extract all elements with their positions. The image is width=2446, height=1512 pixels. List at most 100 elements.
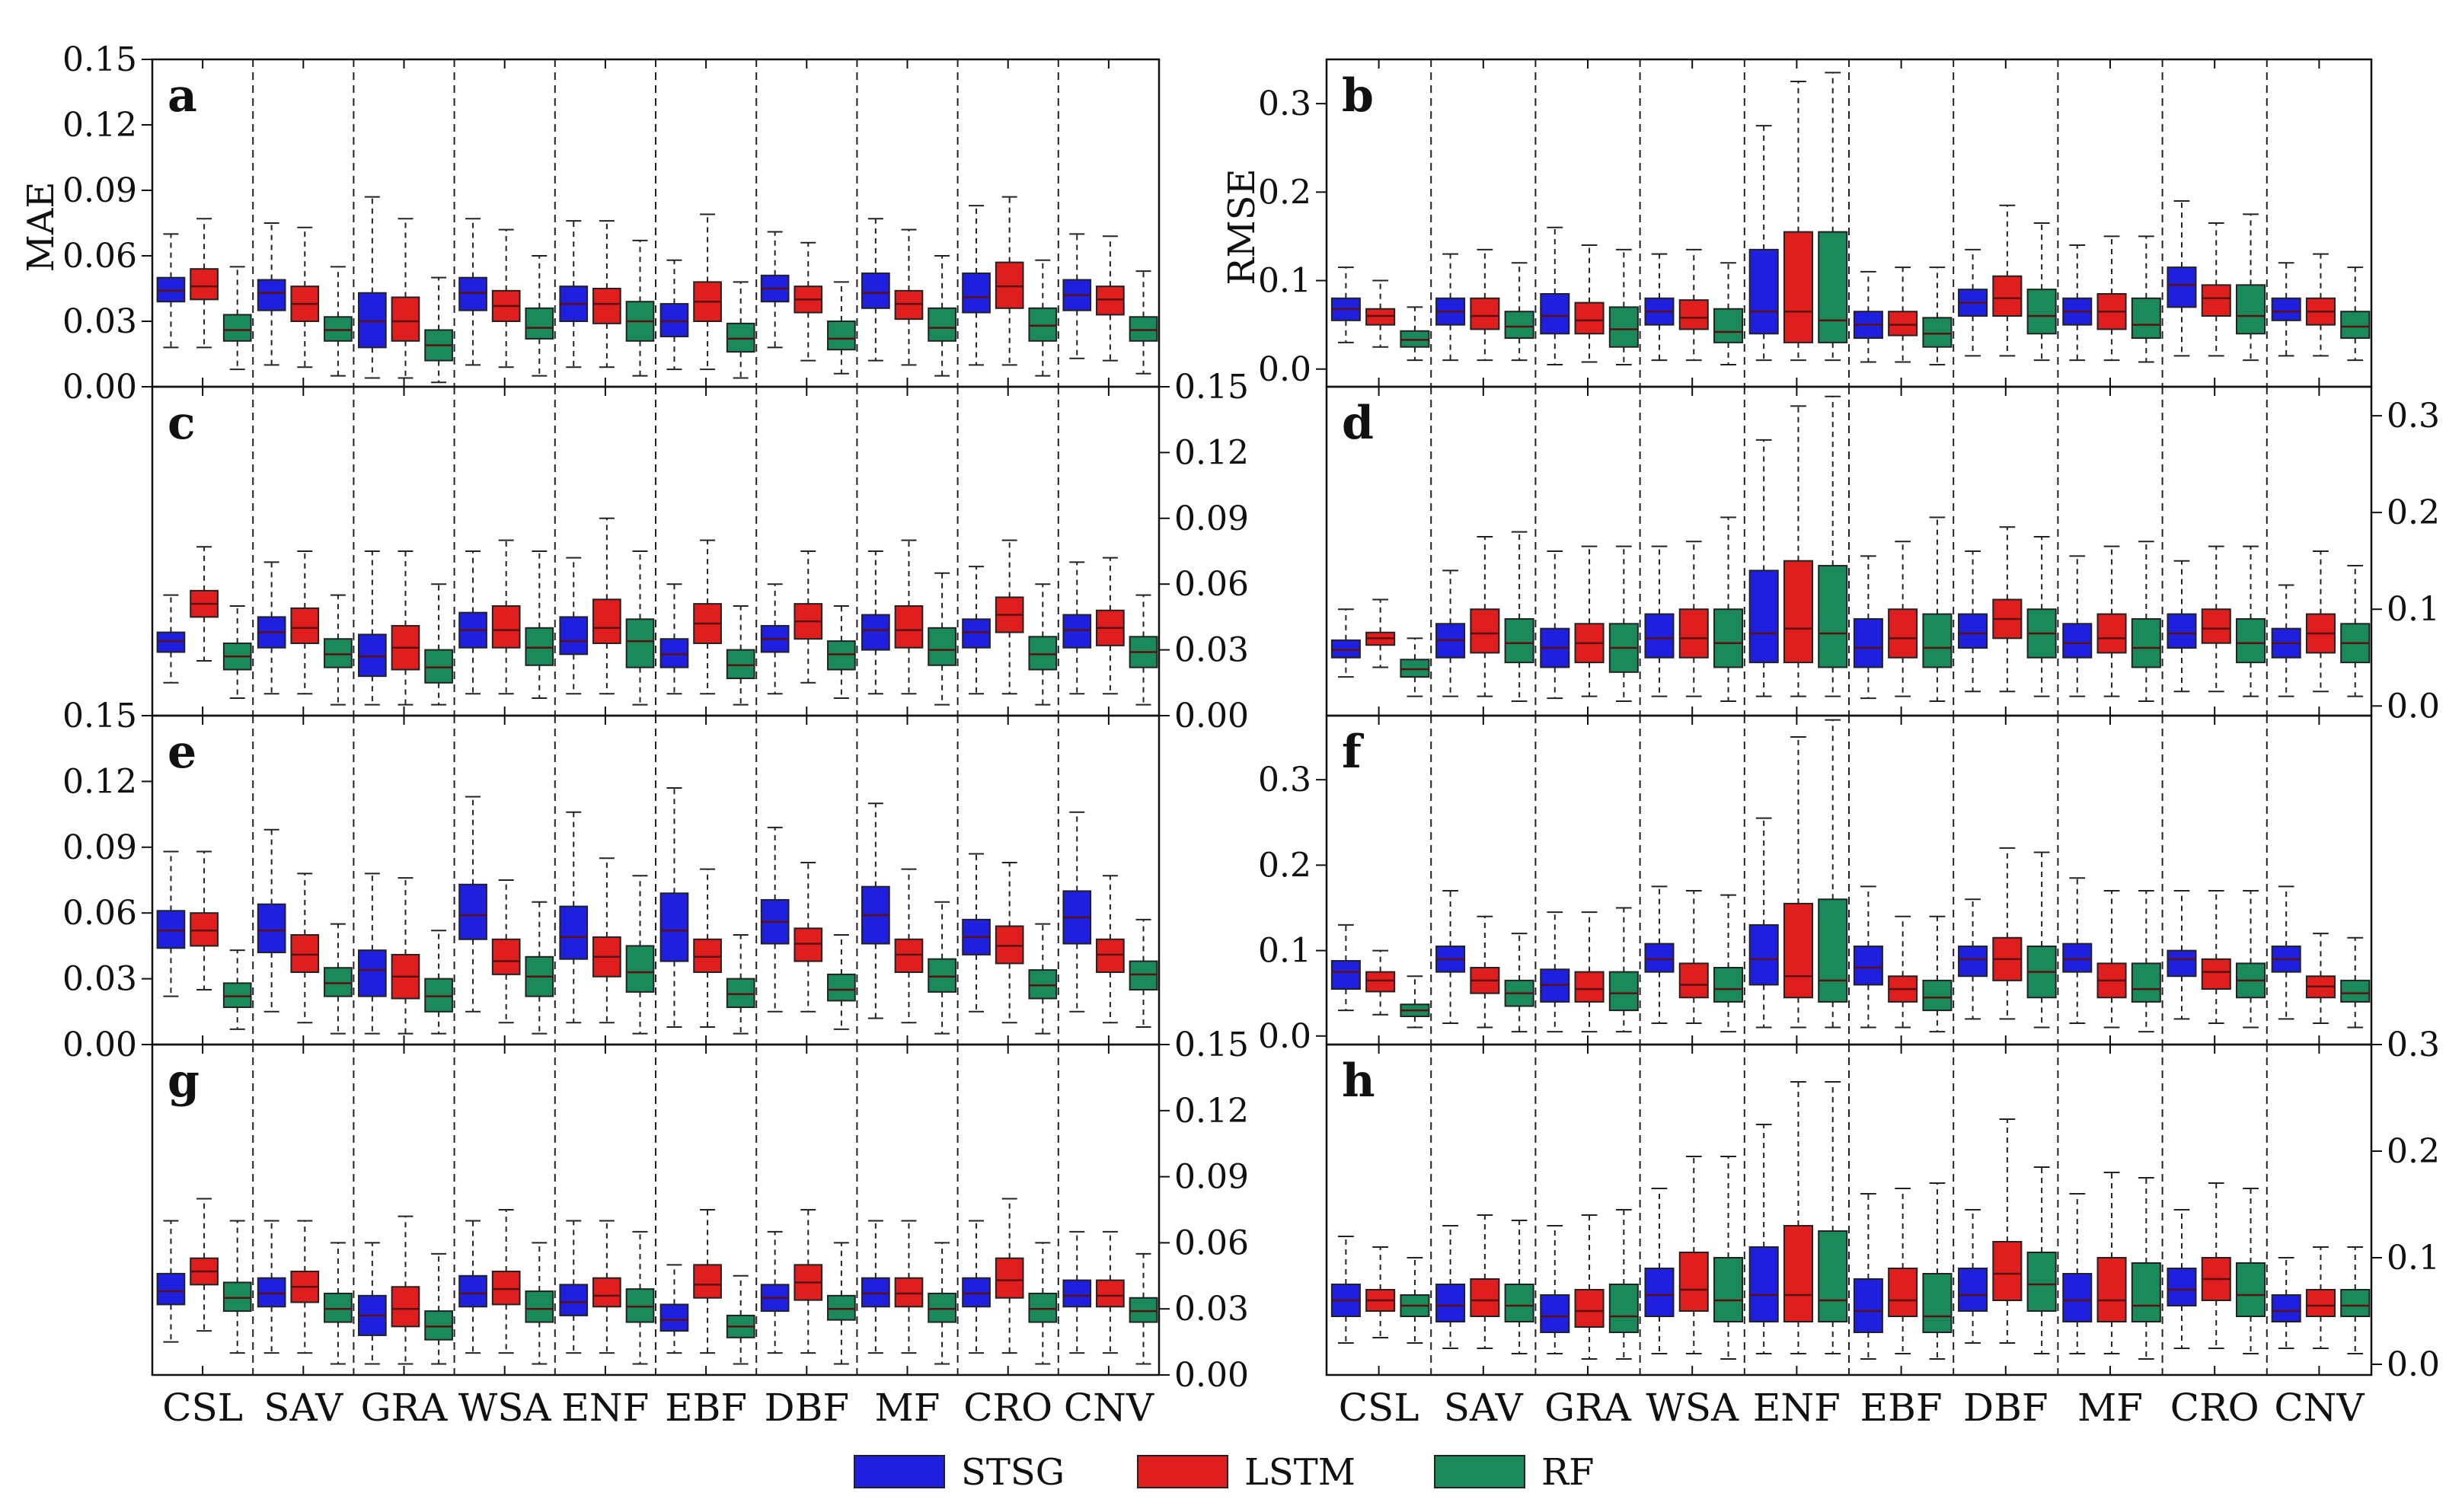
box-rf-csl [222,605,252,699]
box-stsg-ebf [659,1264,689,1354]
iqr-box [2167,949,2197,978]
box-stsg-enf [559,220,589,368]
box-stsg-csl [1330,608,1361,678]
iqr-box [1062,1279,1092,1308]
box-lstm-csl [1365,949,1396,1016]
iqr-box [1818,1230,1848,1322]
iqr-box [1028,969,1058,1000]
box-rf-dbf [827,281,856,375]
iqr-box [1853,617,1883,668]
iqr-box [625,618,655,668]
box-rf-cnv [2340,266,2371,362]
panel-letter-h: h [1342,1054,1375,1108]
box-lstm-gra [1574,545,1605,697]
iqr-box [2271,297,2301,321]
box-stsg-sav [1435,569,1466,697]
box-lstm-enf [592,220,621,368]
box-lstm-cnv [1096,1230,1125,1354]
panel-a-boxes [156,196,1158,384]
box-rf-dbf [2026,1166,2057,1354]
iqr-box [962,272,991,314]
box-stsg-ebf [659,583,689,695]
y-tick-label: 0.09 [62,171,137,210]
iqr-box [2236,284,2266,335]
y-tick-label: 0.00 [62,1026,137,1064]
iqr-box [1028,636,1058,671]
iqr-box [257,903,286,954]
box-rf-cnv [2340,1246,2371,1354]
box-rf-sav [324,266,353,377]
box-rf-sav [1504,531,1534,702]
panel-letter-e: e [168,726,196,779]
box-lstm-cnv [1096,235,1125,362]
box-lstm-cro [2201,222,2231,357]
box-rf-gra [424,276,453,384]
y-tick-label: 0.2 [1258,173,1311,212]
box-stsg-cnv [2271,885,2301,1020]
box-lstm-ebf [1888,541,1918,697]
y-tick-label: 0.12 [62,106,137,145]
iqr-box [1365,971,1396,993]
box-rf-sav [1504,1220,1534,1354]
box-lstm-csl [190,850,219,990]
x-category-label: GRA [1544,1386,1632,1430]
box-stsg-enf [1748,125,1779,362]
iqr-box [1853,945,1883,986]
box-lstm-ebf [1888,266,1918,363]
y-tick-label: 0.2 [1258,846,1311,885]
y-axis-label: MAE [20,182,62,273]
iqr-box [962,1277,991,1308]
box-rf-csl [1400,306,1430,362]
y-tick-label: 0.00 [1174,697,1249,735]
box-rf-wsa [525,901,554,1035]
box-stsg-cro [2167,1209,2197,1349]
box-lstm-wsa [491,228,521,368]
panel-d-text: 0.0 0.1 0.2 0.3 d [1342,397,2440,726]
panel-e-boxes [156,787,1158,1035]
iqr-box [861,272,890,309]
iqr-box [928,307,956,342]
box-stsg-wsa [458,218,487,366]
box-lstm-gra [1574,244,1605,363]
box-rf-cnv [1129,270,1158,375]
box-stsg-sav [257,1220,286,1354]
box-stsg-enf [1748,1124,1779,1354]
box-lstm-enf [592,857,621,1024]
box-lstm-gra [391,877,420,1035]
iqr-box [1608,971,1639,1012]
box-lstm-sav [290,1220,320,1354]
panel-e [142,714,1161,1046]
panel-c-boxes [156,517,1158,706]
iqr-box [1783,560,1813,664]
iqr-box [2201,608,2231,644]
box-rf-csl [1400,975,1430,1029]
iqr-box [559,1284,589,1316]
box-stsg-enf [559,811,589,1024]
x-category-label: MF [2077,1386,2143,1430]
box-lstm-ebf [693,539,722,695]
box-rf-mf [2131,541,2161,702]
y-tick-label: 0.15 [62,40,137,79]
panel-e-text: 0.00 0.03 0.06 0.09 0.12 0.15 e [62,697,196,1064]
box-rf-cnv [1129,594,1158,706]
y-tick-label: 0.09 [62,828,137,867]
iqr-box [659,1303,689,1332]
iqr-box [2271,1294,2301,1322]
panel-d-boxes [1330,395,2371,702]
iqr-box [693,938,722,973]
y-tick-label: 0.0 [1258,350,1311,389]
box-stsg-gra [358,550,387,706]
box-rf-mf [2131,890,2161,1033]
x-category-label: SAV [1444,1386,1524,1430]
iqr-box [693,1264,722,1299]
iqr-box [1096,938,1125,973]
y-tick-label: 0.06 [1174,1223,1249,1262]
iqr-box [995,925,1024,965]
box-stsg-gra [1540,550,1570,700]
iqr-box [1748,923,1779,986]
iqr-box [726,322,755,353]
iqr-box [1028,1292,1058,1323]
x-category-label: CRO [963,1386,1052,1430]
iqr-box [156,910,186,949]
iqr-box [324,967,353,997]
